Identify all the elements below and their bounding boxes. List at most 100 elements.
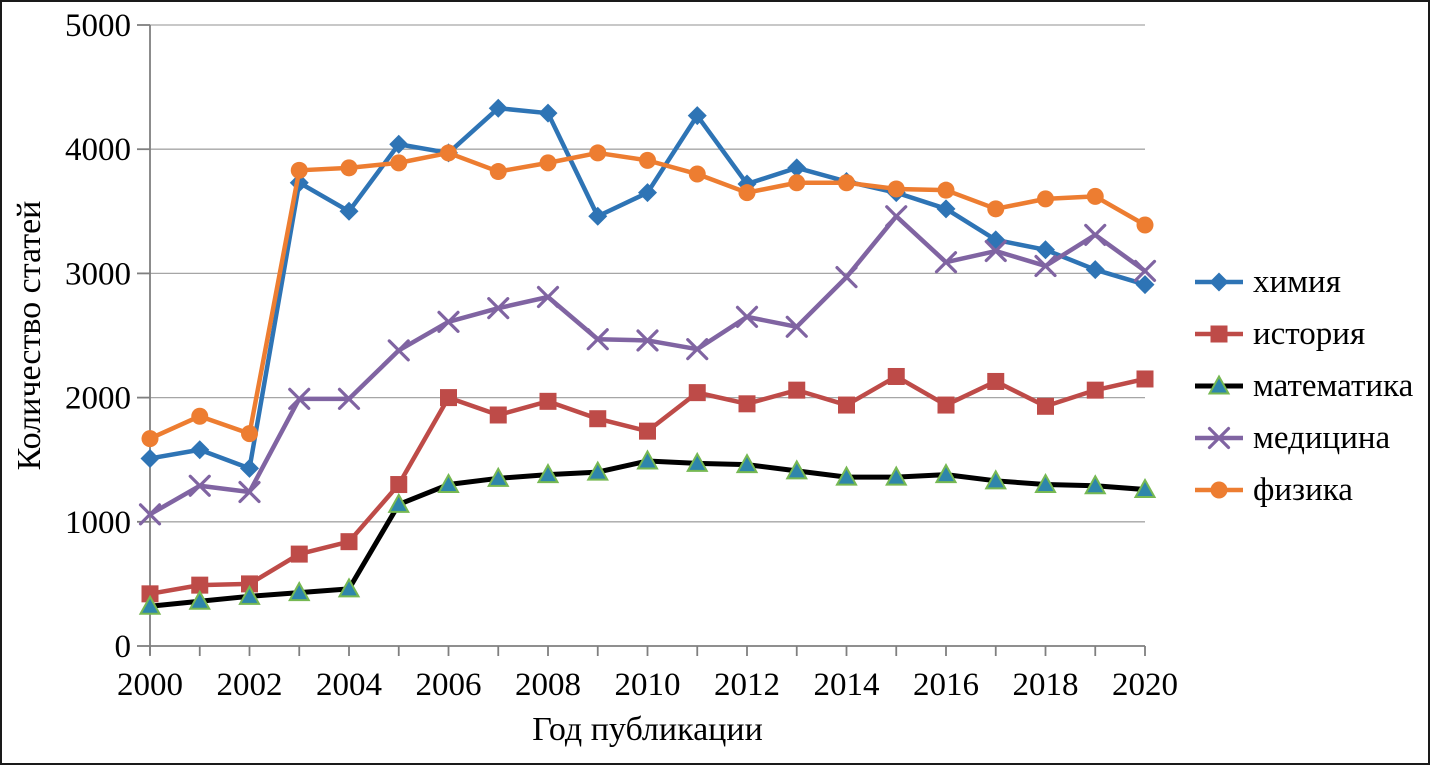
- medicine-marker: [1034, 254, 1057, 278]
- legend-marker-physics: [1195, 481, 1243, 499]
- series-mathematics: [138, 449, 1157, 615]
- series-medicine: [138, 205, 1157, 526]
- series-history: [141, 367, 1154, 603]
- medicine-marker: [487, 297, 510, 320]
- history-marker: [1086, 381, 1104, 399]
- legend-label-physics: физика: [1253, 471, 1353, 508]
- chemistry-marker: [190, 440, 210, 460]
- medicine-marker: [1133, 259, 1157, 283]
- physics-marker: [788, 174, 806, 192]
- mathematics-marker: [984, 469, 1007, 490]
- physics-marker: [838, 174, 855, 192]
- chemistry-marker: [936, 199, 956, 219]
- chemistry-marker: [240, 458, 259, 478]
- legend-marker-history: [1195, 325, 1243, 343]
- chemistry-marker: [588, 206, 608, 226]
- mathematics-marker: [188, 589, 211, 610]
- chemistry-marker: [538, 103, 558, 123]
- physics-marker: [390, 154, 408, 172]
- axes: 0 1000 2000 3000 4000 5000 2000 2002 2004 2006 200…: [65, 8, 1178, 703]
- history-marker: [539, 392, 557, 410]
- mathematics-marker: [934, 463, 958, 484]
- medicine-marker: [138, 503, 162, 526]
- y-tick-label: 3000: [65, 256, 131, 292]
- chemistry-legend-marker: [1209, 272, 1229, 292]
- mathematics-marker: [536, 463, 560, 484]
- y-tick-label: 4000: [65, 132, 131, 168]
- history-marker: [440, 389, 457, 407]
- history-marker: [241, 575, 258, 593]
- medicine-marker: [586, 328, 609, 351]
- chemistry-marker: [638, 183, 657, 203]
- y-tick-label: 0: [115, 629, 132, 665]
- series-chemistry: [140, 98, 1155, 478]
- medicine-marker: [785, 315, 808, 338]
- x-tick-label: 2010: [615, 667, 681, 703]
- history-marker: [887, 367, 905, 385]
- x-tick-label: 2000: [117, 667, 183, 703]
- chemistry-marker: [488, 98, 508, 118]
- physics-marker: [1086, 187, 1104, 205]
- legend-item-physics: физика: [1194, 464, 1413, 516]
- mathematics-marker: [686, 451, 709, 472]
- chemistry-marker: [1085, 260, 1105, 280]
- history-marker: [1136, 370, 1154, 388]
- history-legend-marker: [1210, 325, 1228, 343]
- medicine-marker: [437, 310, 460, 333]
- mathematics-marker: [885, 465, 908, 486]
- history-marker: [838, 396, 855, 414]
- history-marker: [937, 396, 955, 414]
- x-tick-label: 2004: [316, 667, 382, 703]
- medicine-marker: [835, 266, 858, 289]
- x-tick-label: 2020: [1112, 667, 1178, 703]
- history-marker: [1037, 397, 1054, 415]
- physics-legend-marker: [1210, 481, 1228, 499]
- mathematics-marker: [785, 459, 808, 480]
- legend-item-chemistry: химия: [1194, 256, 1413, 308]
- chemistry-marker: [1036, 240, 1055, 260]
- physics-marker: [191, 407, 209, 425]
- physics-marker: [539, 154, 557, 172]
- medicine-marker: [387, 339, 410, 362]
- history-marker: [987, 372, 1005, 390]
- x-tick-label: 2002: [217, 667, 283, 703]
- medicine-marker: [188, 474, 211, 497]
- history-marker: [489, 406, 507, 424]
- gridlines: [150, 24, 1145, 523]
- medicine-marker: [934, 251, 958, 274]
- mathematics-marker: [835, 465, 858, 486]
- medicine-marker: [337, 387, 361, 410]
- series-physics: [141, 144, 1154, 448]
- physics-marker: [987, 200, 1005, 218]
- chart-legend: химия история математика медицина физика: [1194, 256, 1413, 516]
- medicine-marker: [735, 305, 759, 328]
- medicine-marker: [1084, 223, 1107, 246]
- x-tick-label: 2018: [1013, 667, 1079, 703]
- mathematics-marker: [1034, 472, 1057, 494]
- legend-label-mathematics: математика: [1253, 367, 1414, 404]
- medicine-legend-marker: [1207, 426, 1231, 450]
- physics-marker: [639, 151, 656, 169]
- medicine-marker: [984, 239, 1007, 263]
- chemistry-marker: [140, 448, 160, 468]
- x-tick-label: 2012: [714, 667, 780, 703]
- history-marker: [191, 576, 209, 594]
- y-tick-label: 2000: [65, 381, 131, 417]
- history-marker: [738, 395, 756, 413]
- legend-item-mathematics: математика: [1194, 360, 1413, 412]
- history-marker: [340, 533, 358, 551]
- physics-marker: [141, 430, 159, 448]
- mathematics-marker: [337, 577, 361, 598]
- mathematics-marker: [636, 449, 659, 470]
- medicine-marker: [636, 329, 659, 352]
- y-axis-title: Количество статей: [11, 201, 48, 471]
- chemistry-marker: [339, 201, 359, 221]
- physics-marker: [688, 165, 706, 183]
- chemistry-marker: [1135, 275, 1155, 295]
- legend-item-medicine: медицина: [1194, 412, 1413, 464]
- mathematics-marker: [1133, 477, 1157, 499]
- y-tick-label: 5000: [65, 8, 131, 44]
- medicine-marker: [536, 285, 560, 309]
- physics-marker: [937, 181, 955, 199]
